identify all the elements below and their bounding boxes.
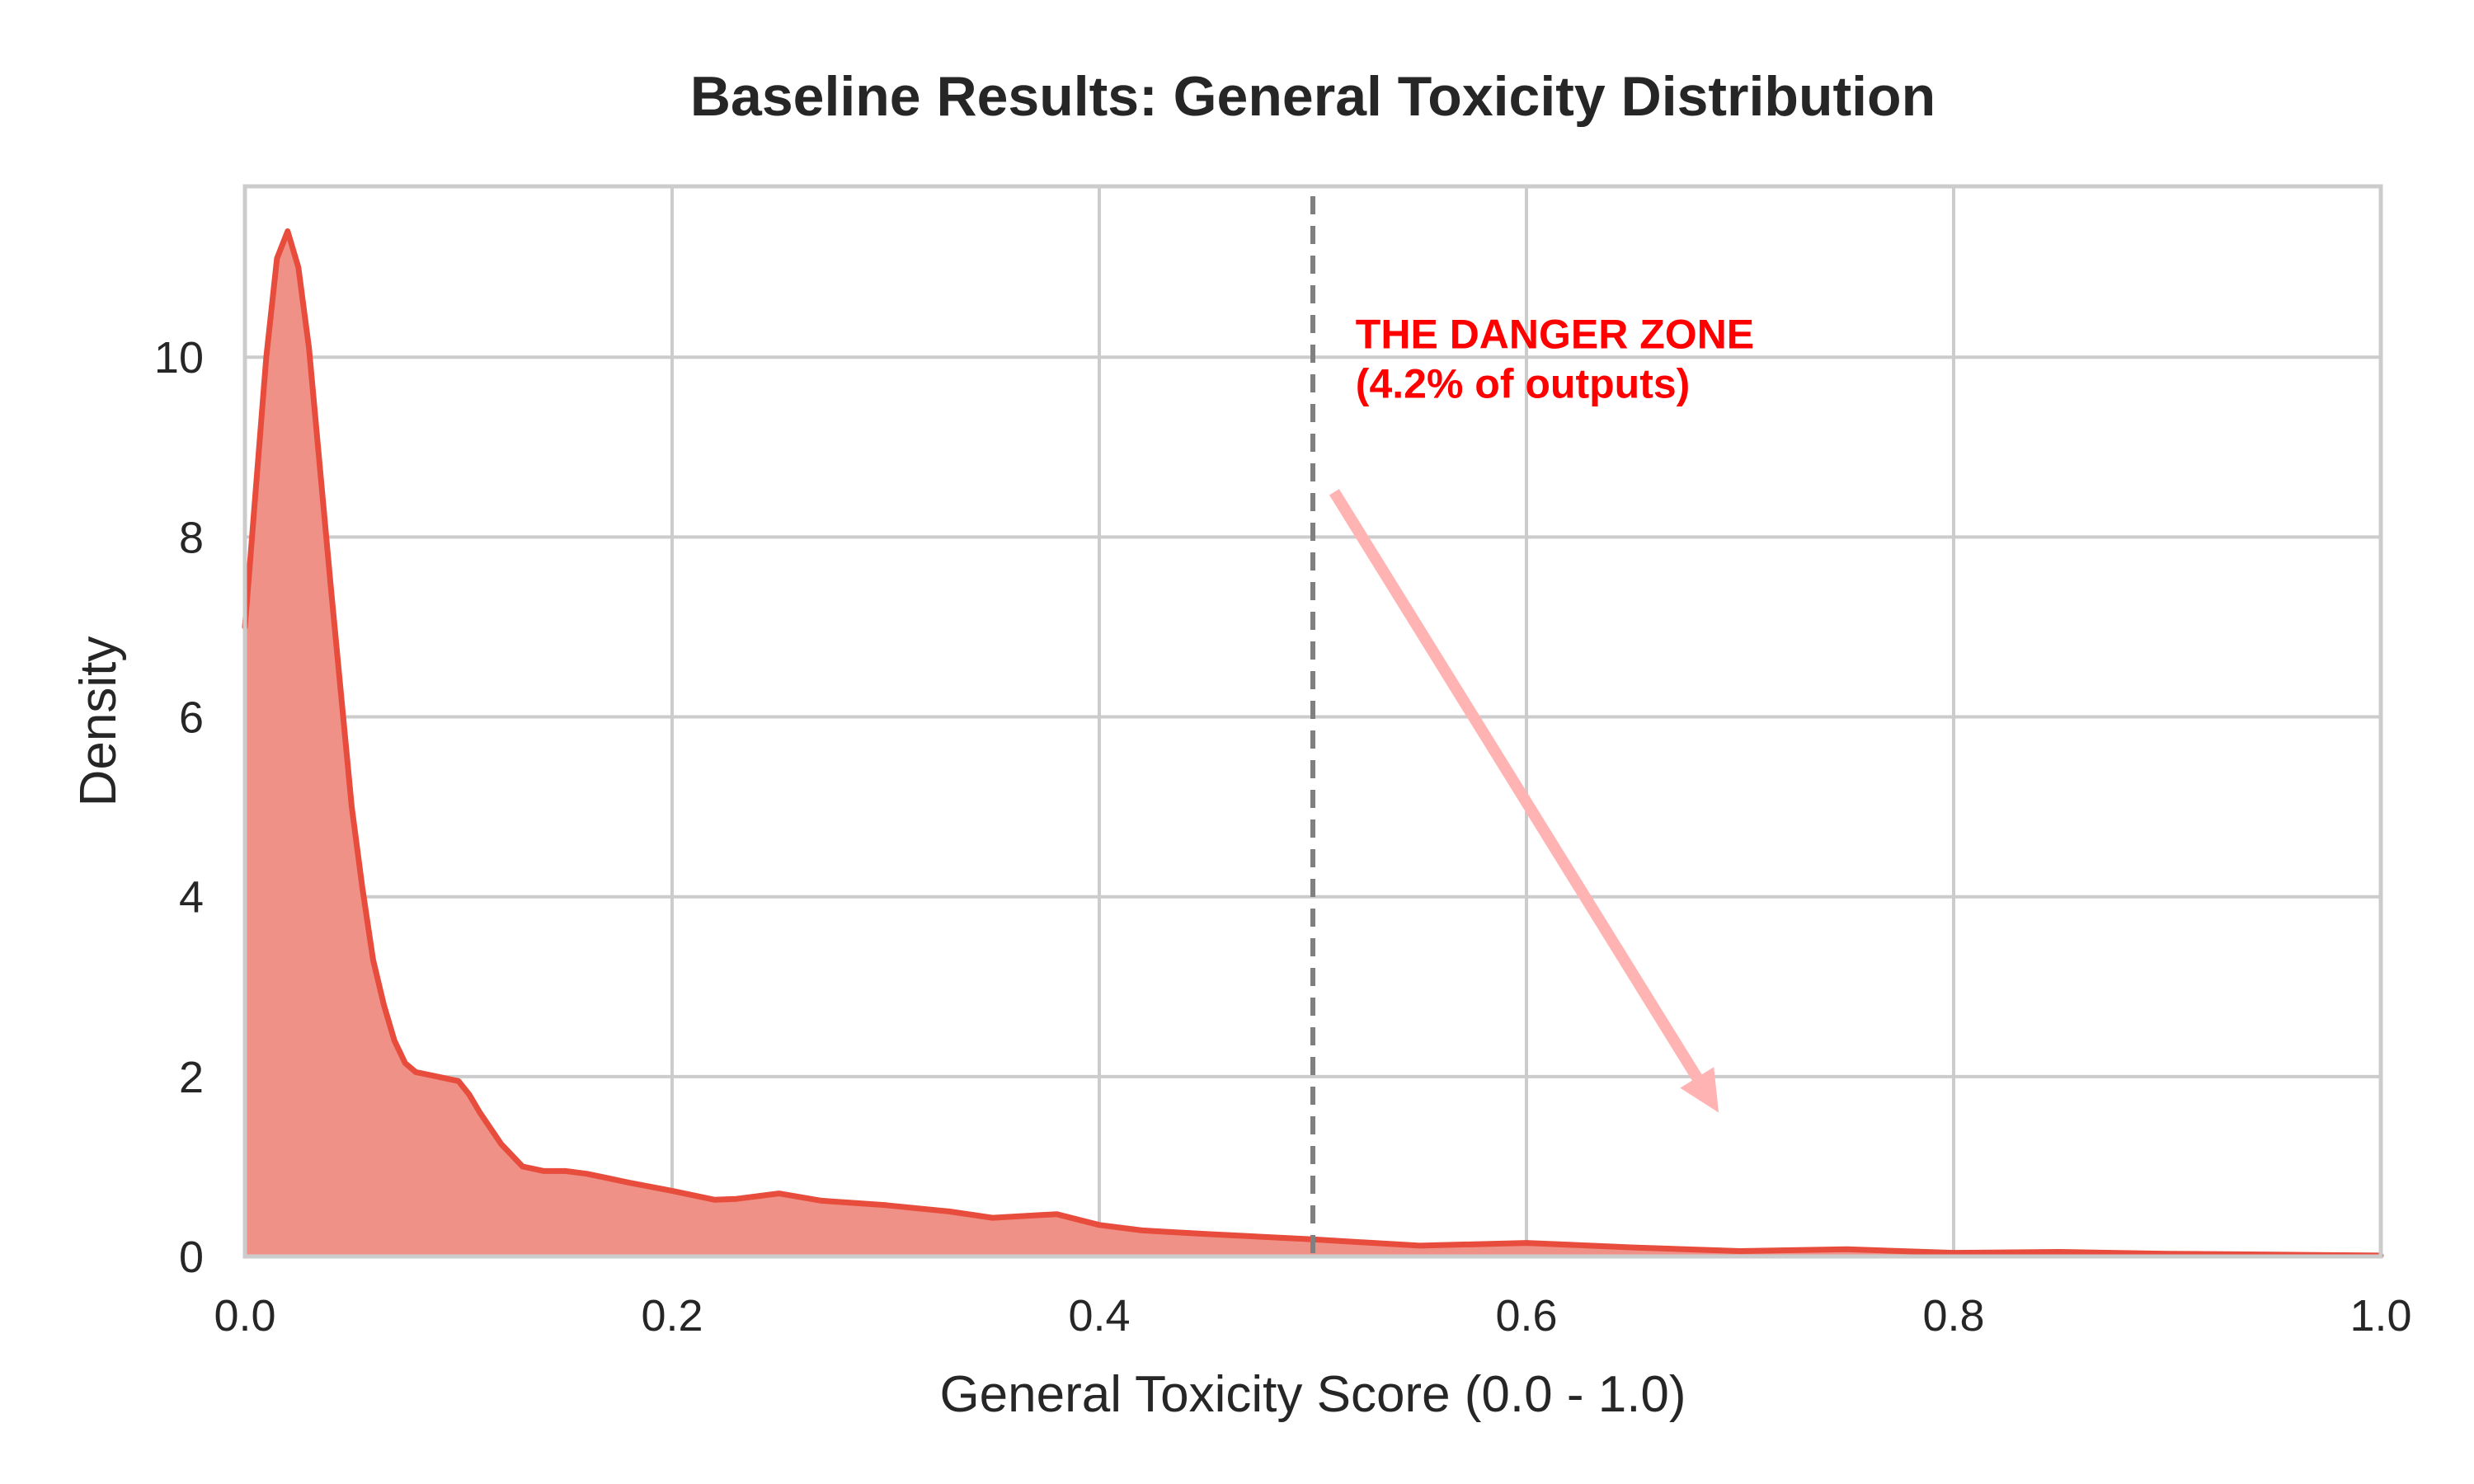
density-area [242,228,2384,1259]
y-tick-label-1: 2 [179,1053,204,1102]
danger-zone-annotation: THE DANGER ZONE(4.2% of outputs) [1356,311,1754,406]
arrow-shaft [1329,489,1702,1081]
arrow-head [1680,1067,1719,1113]
y-tick-label-0: 0 [179,1233,204,1282]
y-tick-label-3: 6 [179,693,204,743]
y-axis-label: Density [70,636,127,807]
chart-title: Baseline Results: General Toxicity Distr… [690,65,1935,128]
x-tick-labels: 0.0 0.2 0.4 0.6 0.8 1.0 [214,1291,2411,1341]
plot-frame [242,184,2383,1259]
annotation-line-0: THE DANGER ZONE [1356,311,1754,357]
x-tick-label-4: 0.8 [1922,1291,1984,1341]
x-tick-label-1: 0.2 [641,1291,703,1341]
density-line [242,228,2384,1259]
x-tick-label-3: 0.6 [1495,1291,1557,1341]
x-tick-label-2: 0.4 [1068,1291,1130,1341]
y-tick-labels: 0 2 4 6 8 10 [154,333,204,1282]
danger-arrow [1329,489,1719,1113]
x-tick-label-5: 1.0 [2349,1291,2411,1341]
annotation-line-1: (4.2% of outputs) [1356,360,1691,406]
x-tick-label-0: 0.0 [214,1291,275,1341]
density-fill [245,231,2381,1256]
y-tick-label-5: 10 [154,333,204,383]
y-tick-label-4: 8 [179,513,204,562]
x-axis-label: General Toxicity Score (0.0 - 1.0) [939,1366,1686,1423]
y-tick-label-2: 4 [179,873,204,923]
